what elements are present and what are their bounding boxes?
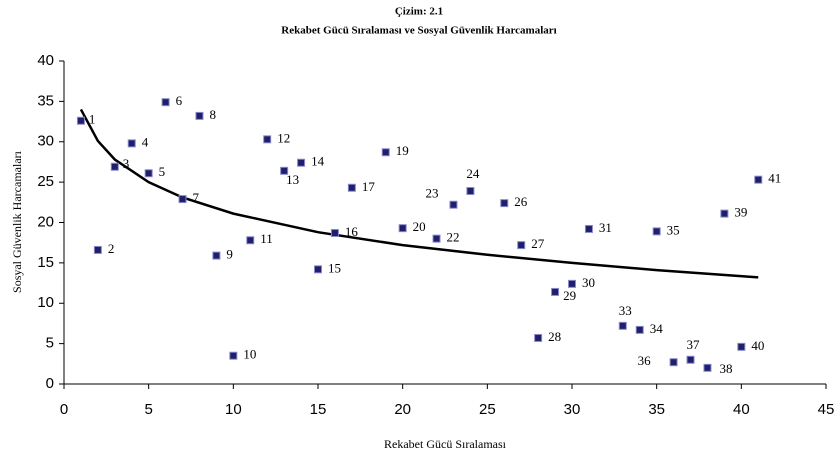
point bbox=[534, 333, 543, 342]
point-label: 16 bbox=[345, 224, 359, 239]
point bbox=[500, 199, 509, 208]
point-label: 31 bbox=[599, 220, 612, 235]
x-tick-label: 45 bbox=[818, 401, 835, 418]
point-label: 14 bbox=[311, 154, 325, 169]
point-label: 1 bbox=[89, 112, 96, 127]
x-tick-label: 0 bbox=[60, 401, 68, 418]
point-label: 38 bbox=[719, 361, 732, 376]
y-tick-label: 5 bbox=[46, 335, 54, 352]
y-tick-label: 0 bbox=[46, 375, 54, 392]
point-label: 15 bbox=[328, 260, 341, 275]
point-label: 33 bbox=[619, 303, 632, 318]
point bbox=[212, 251, 221, 260]
point-label: 11 bbox=[260, 231, 273, 246]
point-label: 22 bbox=[447, 230, 460, 245]
point bbox=[754, 175, 763, 184]
point bbox=[110, 162, 119, 171]
point bbox=[93, 245, 102, 254]
y-tick-label: 25 bbox=[37, 173, 54, 190]
point-label: 39 bbox=[734, 205, 747, 220]
point bbox=[381, 148, 390, 157]
point-label: 9 bbox=[226, 247, 233, 262]
point bbox=[144, 169, 153, 178]
point-label: 6 bbox=[176, 93, 183, 108]
point-label: 35 bbox=[667, 222, 680, 237]
y-tick-label: 30 bbox=[37, 133, 54, 150]
y-tick-label: 20 bbox=[37, 213, 54, 230]
point-label: 23 bbox=[425, 186, 438, 201]
point-label: 34 bbox=[650, 321, 664, 336]
y-tick-label: 10 bbox=[37, 294, 54, 311]
point-label: 20 bbox=[413, 219, 426, 234]
point bbox=[449, 200, 458, 209]
point-label: 27 bbox=[531, 236, 545, 251]
x-tick-label: 10 bbox=[225, 401, 242, 418]
point-label: 24 bbox=[466, 166, 480, 181]
point bbox=[432, 234, 441, 243]
point bbox=[618, 321, 627, 330]
chart-title: Çizim: 2.1 bbox=[395, 6, 443, 18]
point bbox=[330, 228, 339, 237]
x-tick-label: 15 bbox=[310, 401, 327, 418]
point bbox=[669, 358, 678, 367]
point-label: 37 bbox=[687, 337, 701, 352]
point bbox=[737, 342, 746, 351]
point bbox=[246, 236, 255, 245]
point bbox=[686, 355, 695, 364]
point bbox=[568, 279, 576, 288]
point-label: 7 bbox=[193, 190, 200, 205]
point-label: 41 bbox=[768, 171, 781, 186]
y-axis-label: Sosyal Güvenlik Harcamaları bbox=[10, 150, 24, 293]
point bbox=[635, 325, 644, 334]
trendline bbox=[79, 108, 759, 279]
point bbox=[178, 195, 187, 204]
point-label: 4 bbox=[142, 134, 149, 149]
point bbox=[314, 265, 322, 274]
chart-subtitle: Rekabet Gücü Sıralaması ve Sosyal Güvenl… bbox=[281, 25, 556, 37]
point bbox=[229, 351, 238, 360]
point bbox=[263, 135, 272, 144]
point-label: 2 bbox=[108, 241, 115, 256]
y-tick-label: 40 bbox=[37, 52, 54, 69]
point-label: 28 bbox=[548, 329, 561, 344]
x-tick-label: 25 bbox=[479, 401, 496, 418]
point-label: 10 bbox=[243, 347, 256, 362]
point bbox=[551, 287, 560, 296]
point-label: 5 bbox=[159, 164, 166, 179]
point bbox=[466, 187, 475, 196]
x-tick-label: 5 bbox=[144, 401, 152, 418]
y-tick-label: 35 bbox=[37, 92, 54, 109]
point-label: 30 bbox=[582, 275, 595, 290]
x-tick-label: 35 bbox=[648, 401, 665, 418]
y-tick-label: 15 bbox=[37, 254, 54, 271]
point bbox=[280, 166, 289, 175]
x-tick-label: 40 bbox=[733, 401, 750, 418]
point-label: 40 bbox=[751, 338, 764, 353]
point-label: 36 bbox=[638, 353, 652, 368]
point-label: 12 bbox=[277, 130, 290, 145]
point bbox=[652, 227, 661, 236]
point-label: 19 bbox=[396, 143, 409, 158]
point bbox=[517, 241, 526, 250]
point-label: 13 bbox=[286, 172, 299, 187]
point bbox=[720, 209, 729, 218]
point-label: 17 bbox=[362, 179, 376, 194]
point bbox=[347, 183, 356, 192]
point bbox=[76, 116, 85, 125]
x-axis-label: Rekabet Gücü Sıralaması bbox=[384, 437, 507, 451]
point bbox=[584, 224, 593, 233]
point-label: 8 bbox=[209, 107, 216, 122]
point bbox=[127, 139, 136, 148]
point bbox=[703, 363, 712, 372]
point bbox=[195, 111, 204, 120]
x-tick-label: 30 bbox=[564, 401, 581, 418]
x-tick-label: 20 bbox=[394, 401, 411, 418]
point bbox=[297, 158, 306, 167]
point-label: 29 bbox=[563, 288, 576, 303]
point bbox=[161, 98, 170, 107]
point-label: 26 bbox=[514, 194, 528, 209]
point bbox=[398, 224, 407, 233]
point-label: 3 bbox=[123, 156, 130, 171]
